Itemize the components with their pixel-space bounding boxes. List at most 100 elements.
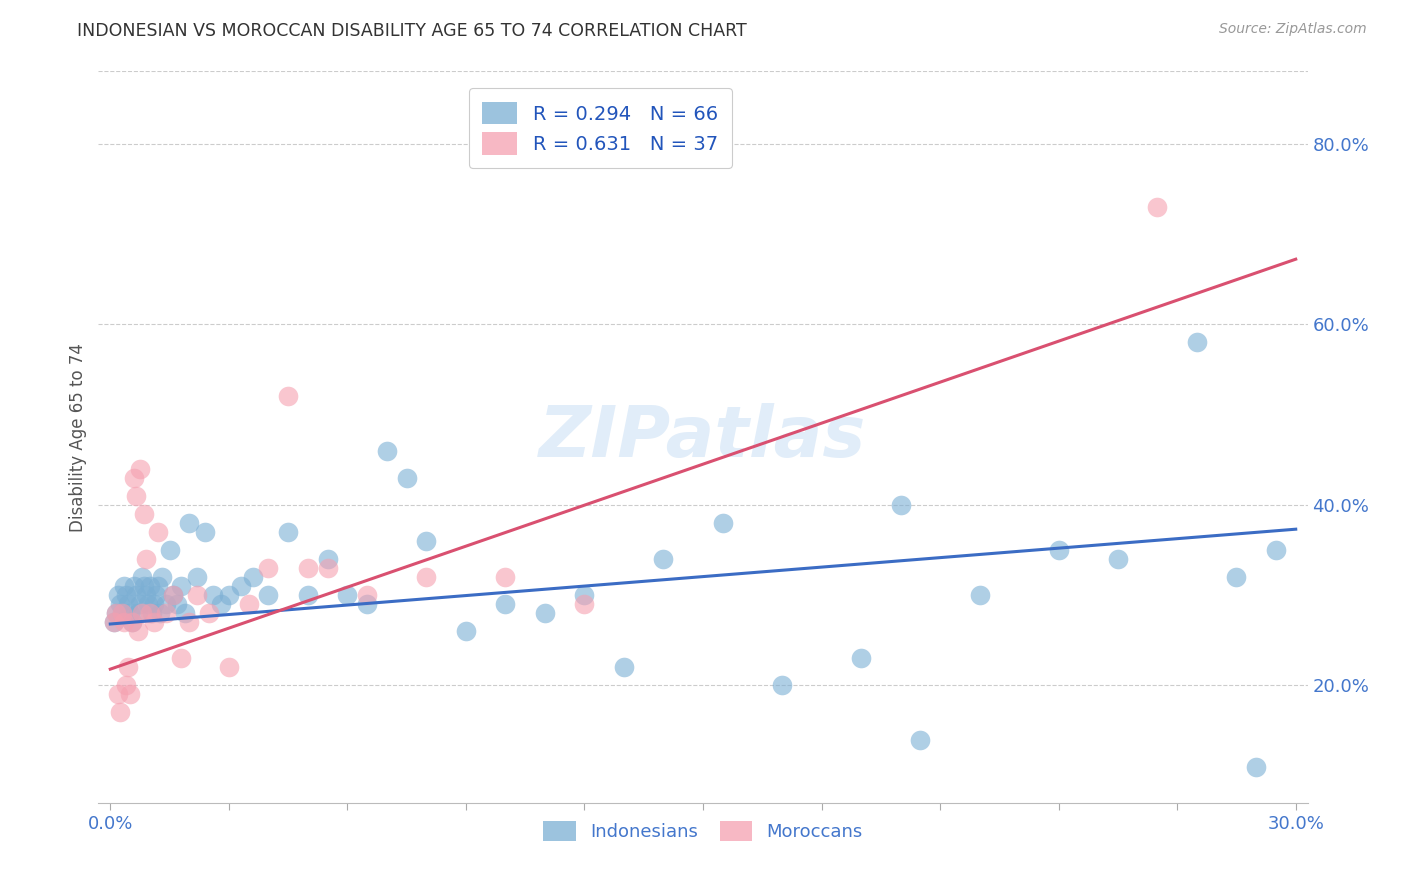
Point (129, 597, 152, 611)
Point (257, 561, 280, 575)
Point (534, 606, 557, 620)
Point (150, 570, 173, 584)
Point (118, 688, 141, 702)
Point (179, 615, 201, 630)
Point (186, 570, 208, 584)
Point (574, 588, 596, 602)
Point (131, 570, 153, 584)
Point (141, 606, 163, 620)
Point (139, 579, 162, 593)
Point (574, 597, 596, 611)
Point (132, 507, 155, 521)
Point (108, 706, 131, 720)
Point (145, 588, 167, 602)
Point (242, 570, 264, 584)
Point (115, 678, 138, 692)
Point (194, 524, 217, 539)
Point (336, 588, 359, 602)
Point (209, 597, 232, 611)
Point (105, 606, 128, 620)
Point (166, 597, 188, 611)
Point (969, 588, 991, 602)
Point (127, 624, 149, 639)
Point (890, 498, 912, 512)
Point (103, 615, 125, 630)
Point (395, 471, 418, 485)
Point (155, 606, 177, 620)
Point (107, 588, 129, 602)
Point (218, 588, 240, 602)
Point (238, 597, 260, 611)
Point (1146, 200, 1168, 214)
Point (107, 688, 129, 702)
Point (135, 588, 157, 602)
Point (105, 606, 128, 620)
Point (170, 651, 193, 665)
Text: ZIPatlas: ZIPatlas (540, 402, 866, 472)
Point (910, 732, 932, 747)
Point (139, 606, 162, 620)
Point (849, 651, 872, 665)
Point (121, 615, 143, 630)
Point (198, 606, 221, 620)
Point (770, 678, 793, 692)
Point (122, 579, 145, 593)
Point (136, 597, 159, 611)
Point (494, 570, 516, 584)
Point (415, 533, 437, 548)
Point (316, 552, 339, 566)
Point (159, 543, 181, 558)
Point (132, 579, 155, 593)
Point (135, 552, 157, 566)
Point (179, 516, 201, 530)
Point (356, 597, 378, 611)
Point (1107, 552, 1129, 566)
Point (316, 561, 339, 575)
Point (118, 606, 141, 620)
Point (494, 597, 516, 611)
Point (613, 660, 636, 674)
Point (277, 389, 299, 403)
Point (454, 624, 477, 639)
Text: INDONESIAN VS MOROCCAN DISABILITY AGE 65 TO 74 CORRELATION CHART: INDONESIAN VS MOROCCAN DISABILITY AGE 65… (77, 22, 747, 40)
Point (108, 597, 131, 611)
Point (652, 552, 675, 566)
Point (229, 579, 252, 593)
Point (149, 606, 172, 620)
Point (115, 588, 138, 602)
Point (375, 443, 398, 458)
Point (112, 579, 135, 593)
Point (162, 588, 184, 602)
Point (297, 561, 319, 575)
Point (117, 597, 139, 611)
Point (174, 606, 197, 620)
Y-axis label: Disability Age 65 to 74: Disability Age 65 to 74 (69, 343, 87, 532)
Point (415, 570, 437, 584)
Point (277, 524, 299, 539)
Point (155, 597, 177, 611)
Point (146, 579, 169, 593)
Point (297, 588, 319, 602)
Point (1185, 335, 1208, 350)
Point (111, 606, 134, 620)
Point (1244, 760, 1267, 774)
Point (121, 615, 143, 630)
Point (142, 615, 165, 630)
Point (711, 516, 734, 530)
Point (170, 579, 193, 593)
Point (117, 660, 139, 674)
Point (202, 588, 225, 602)
Point (111, 606, 134, 620)
Point (125, 588, 148, 602)
Point (129, 461, 152, 475)
Point (1265, 543, 1288, 558)
Point (218, 660, 240, 674)
Point (127, 606, 149, 620)
Point (257, 588, 280, 602)
Point (1225, 570, 1247, 584)
Legend: Indonesians, Moroccans: Indonesians, Moroccans (536, 814, 870, 848)
Point (122, 471, 145, 485)
Point (142, 597, 165, 611)
Text: Source: ZipAtlas.com: Source: ZipAtlas.com (1219, 22, 1367, 37)
Point (112, 615, 135, 630)
